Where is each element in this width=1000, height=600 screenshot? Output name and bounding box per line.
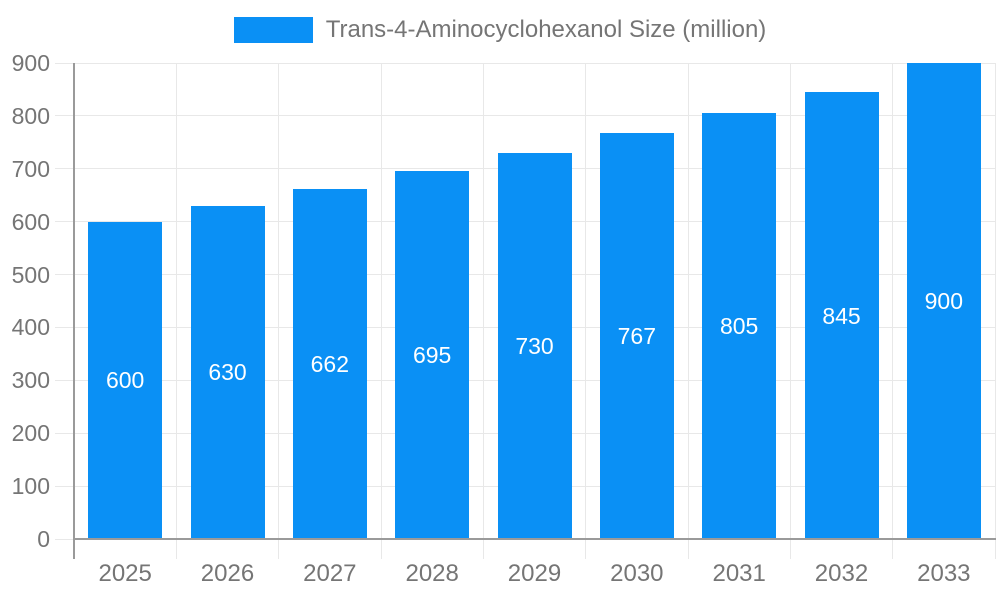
y-tick-label: 300: [11, 367, 50, 394]
y-tick-label: 100: [11, 473, 50, 500]
bar: [395, 171, 470, 539]
v-gridline: [892, 63, 894, 559]
v-gridline: [278, 63, 280, 559]
x-tick-label: 2033: [917, 560, 971, 587]
x-tick-label: 2028: [405, 560, 459, 587]
v-gridline: [994, 63, 996, 559]
bar: [88, 221, 163, 539]
h-gridline: [74, 115, 995, 117]
y-tick-label: 0: [37, 526, 50, 552]
y-axis-tick: [55, 274, 74, 276]
bar: [906, 63, 981, 539]
y-axis-tick: [55, 538, 74, 540]
legend-item[interactable]: Trans-4-Aminocyclohexanol Size (million): [0, 17, 1000, 43]
h-gridline: [74, 62, 995, 64]
y-axis-tick: [55, 168, 74, 170]
bar-value-label: 730: [515, 332, 554, 359]
bar-value-label: 695: [412, 342, 452, 369]
x-tick-label: 2027: [303, 560, 357, 587]
y-axis-tick: [55, 115, 74, 117]
legend-label: Trans-4-Aminocyclohexanol Size (million): [325, 16, 767, 43]
bar: [292, 188, 367, 539]
bar-value-label: 805: [719, 313, 759, 340]
x-tick-label: 2026: [200, 560, 255, 587]
y-axis-tick: [55, 62, 74, 64]
legend-swatch: [233, 17, 313, 43]
x-tick-label: 2029: [507, 560, 562, 587]
y-axis-tick: [55, 326, 74, 328]
x-axis: [73, 538, 996, 540]
x-tick-label: 2025: [98, 560, 152, 587]
x-tick-label: 2031: [712, 560, 766, 587]
y-tick-label: 200: [11, 420, 50, 447]
v-gridline: [687, 63, 689, 559]
bar: [190, 205, 265, 539]
bar-value-label: 600: [105, 367, 145, 394]
bar-value-label: 662: [310, 350, 350, 377]
bar: [599, 133, 674, 539]
y-tick-label: 400: [11, 314, 50, 341]
v-gridline: [789, 63, 791, 559]
bar-value-label: 900: [924, 288, 964, 314]
v-gridline: [585, 63, 587, 559]
x-tick-label: 2030: [610, 560, 664, 587]
bar-value-label: 767: [617, 323, 657, 350]
v-gridline: [482, 63, 484, 559]
bar: [804, 92, 879, 539]
y-axis-tick: [55, 221, 74, 223]
bar: [702, 113, 777, 539]
y-tick-label: 500: [11, 261, 50, 288]
bar-value-label: 630: [208, 359, 247, 386]
y-axis-tick: [55, 485, 74, 487]
y-axis: [73, 63, 75, 559]
y-tick-label: 600: [11, 208, 50, 235]
y-axis-tick: [55, 432, 74, 434]
y-tick-label: 900: [11, 50, 50, 76]
v-gridline: [380, 63, 382, 559]
bar: [497, 152, 572, 539]
y-axis-tick: [55, 379, 74, 381]
bar-value-label: 845: [822, 302, 861, 329]
y-tick-label: 800: [11, 102, 50, 129]
y-tick-label: 700: [11, 155, 50, 182]
v-gridline: [175, 63, 177, 559]
x-tick-label: 2032: [814, 560, 869, 587]
